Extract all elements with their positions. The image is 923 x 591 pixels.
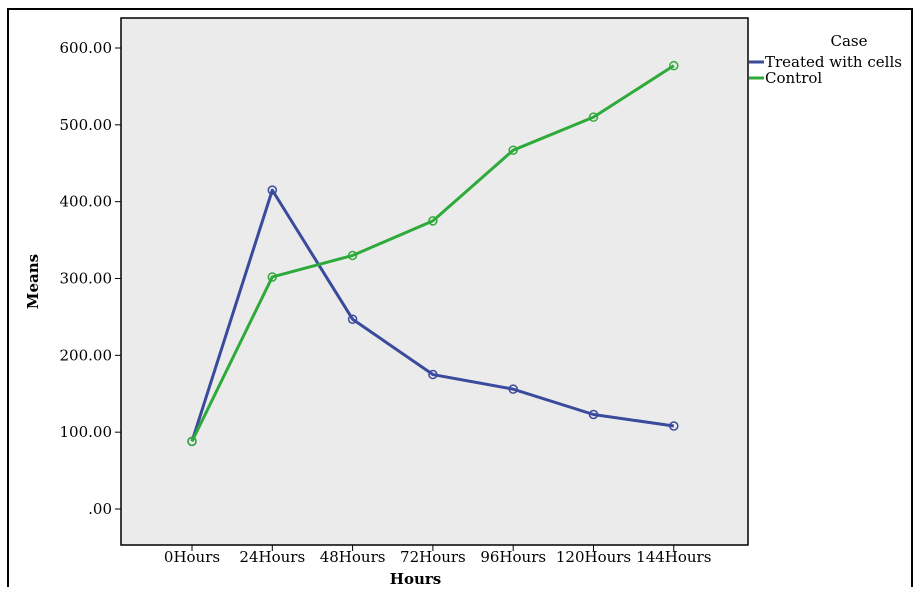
x-tick-label: 144Hours [636,548,711,566]
data-point [187,436,197,447]
y-tick-label: 100.00 [60,423,113,441]
x-tick-label: 120Hours [556,548,631,566]
legend-title: Case [831,32,868,50]
x-axis-title: Hours [390,570,441,588]
y-tick-label: .00 [88,500,112,518]
y-tick-label: 300.00 [60,270,113,288]
data-point [669,60,679,71]
data-point [267,272,278,282]
legend-label: Treated with cells [765,53,902,71]
data-point [508,145,518,155]
y-tick-label: 600.00 [60,39,113,57]
data-point [588,409,599,420]
x-tick-label: 24Hours [239,548,305,566]
data-point [588,112,599,122]
plot-area [120,17,749,546]
y-tick-label: 500.00 [60,116,113,134]
x-tick-label: 0Hours [164,548,220,566]
x-tick-label: 72Hours [400,548,466,566]
data-point [428,369,438,380]
series-line [190,64,675,443]
x-axis: 0Hours 24Hours 48Hours 72Hours 96Hours 120Hou… [164,545,711,566]
data-point [347,250,358,261]
data-point [267,185,278,195]
data-point [428,216,438,226]
legend-label: Control [765,69,822,87]
data-point [508,384,518,394]
y-axis: .00 100.00 200.00 300.00 400.00 500.00 600.00 [60,39,121,518]
data-point [347,314,358,324]
x-tick-label: 48Hours [320,548,386,566]
x-tick-label: 96Hours [480,548,546,566]
y-axis-title: Means [24,254,42,309]
y-tick-label: 400.00 [60,193,113,211]
y-tick-label: 200.00 [60,346,113,364]
series-line [190,188,675,442]
data-point [669,421,679,431]
series-layer [187,60,679,447]
series-control [187,60,679,447]
